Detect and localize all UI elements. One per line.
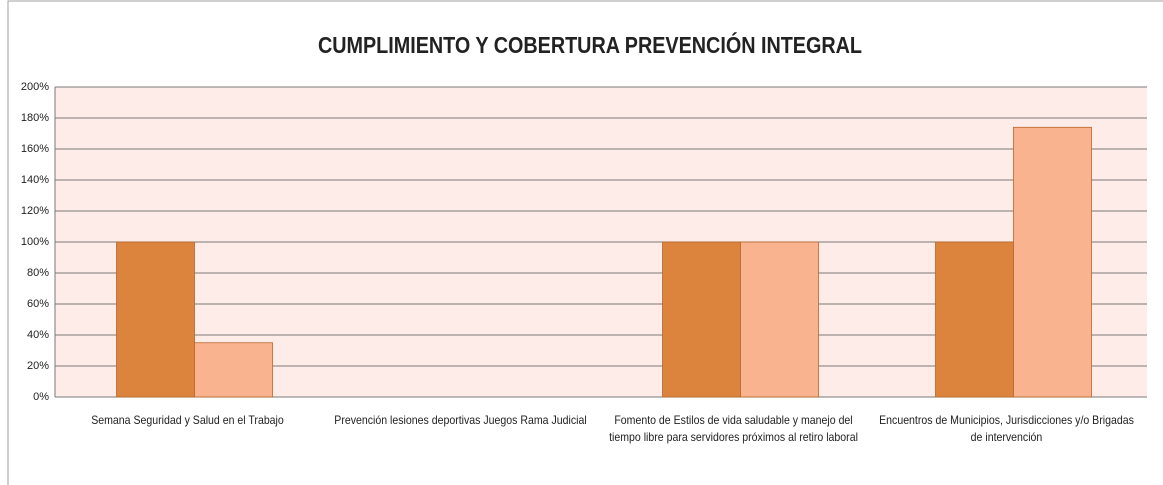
bar <box>935 241 1014 398</box>
y-tick-label: 160% <box>21 143 49 155</box>
chart-title: CUMPLIMIENTO Y COBERTURA PREVENCIÓN INTE… <box>318 32 862 59</box>
y-tick-label: 100% <box>21 236 49 248</box>
bar <box>740 241 819 398</box>
y-tick-label: 120% <box>21 205 49 217</box>
y-tick-label: 140% <box>21 174 49 186</box>
bar <box>194 342 273 398</box>
bar <box>116 241 195 398</box>
y-tick-label: 20% <box>27 360 49 372</box>
y-tick-label: 0% <box>33 391 49 403</box>
x-tick-label: Fomento de Estilos de vida saludable y m… <box>609 413 858 444</box>
y-tick-label: 60% <box>27 298 49 310</box>
bar <box>1013 126 1092 398</box>
x-tick-label: Prevención lesiones deportivas Juegos Ra… <box>334 413 587 427</box>
bar <box>662 241 741 398</box>
y-tick-label: 40% <box>27 329 49 341</box>
y-tick-label: 180% <box>21 112 49 124</box>
y-tick-label: 200% <box>21 81 49 93</box>
x-tick-label: Encuentros de Municipios, Jurisdicciones… <box>879 413 1134 444</box>
x-tick-label: Semana Seguridad y Salud en el Trabajo <box>91 413 284 427</box>
y-tick-label: 80% <box>27 267 49 279</box>
